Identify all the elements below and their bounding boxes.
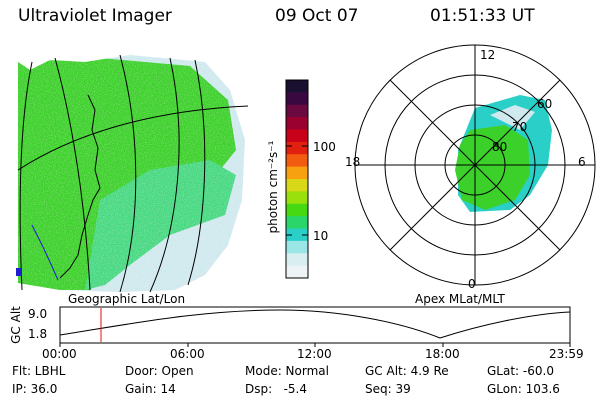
alt-ylabel: GC Alt (9, 306, 23, 344)
alt-ytick-1: 1.8 (28, 327, 48, 341)
colorbar-band (286, 228, 308, 242)
colorbar-band (286, 166, 308, 180)
geo-map-label: Geographic Lat/Lon (68, 292, 186, 306)
colorbar-band (286, 141, 308, 155)
alt-xtick-12: 12:00 (297, 347, 332, 361)
polar-grid (354, 44, 596, 286)
coastline (59, 94, 101, 279)
info-ip: IP: 36.0 (12, 382, 58, 396)
geo-grid-lines (17, 54, 249, 293)
colorbar-band (286, 179, 308, 192)
info-flt: Flt: LBHL (12, 364, 66, 378)
mlt-label-6: 6 (578, 155, 586, 169)
colorbar-tick-10: 10 (313, 229, 329, 243)
polar-plot-label: Apex MLat/MLT (415, 292, 505, 306)
mlat-label-60: 60 (537, 97, 553, 111)
mlt-label-12: 12 (480, 48, 496, 62)
mlat-label-70: 70 (512, 120, 528, 134)
time-label: 01:51:33 UT (430, 6, 535, 26)
info-dsp: Dsp: -5.4 (245, 382, 308, 396)
info-mode: Mode: Normal (245, 364, 329, 378)
colorbar-band (286, 154, 308, 168)
alt-axis-ticks (59, 343, 571, 347)
colorbar-band (286, 104, 308, 118)
polar-bright (455, 125, 530, 210)
coastline-blue (31, 224, 59, 281)
alt-xtick-18: 18:00 (425, 347, 460, 361)
info-glon: GLon: 103.6 (487, 382, 560, 396)
info-gc-alt: GC Alt: 4.9 Re (365, 364, 449, 378)
mlt-label-0: 0 (468, 277, 476, 291)
colorbar-band (286, 129, 308, 143)
mlat-label-80: 80 (492, 140, 508, 154)
date-label: 09 Oct 07 (275, 6, 359, 26)
colorbar-band (286, 92, 308, 106)
colorbar-band (286, 240, 308, 254)
info-door: Door: Open (125, 364, 194, 378)
instrument-title: Ultraviolet Imager (18, 6, 172, 26)
colorbar-tick-100: 100 (313, 140, 336, 154)
alt-xtick-end: 23:59 (549, 347, 584, 361)
info-glat: GLat: -60.0 (487, 364, 554, 378)
colorbar-band (286, 117, 308, 130)
altitude-curve (59, 309, 571, 339)
colorbar-band (286, 253, 308, 267)
info-seq: Seq: 39 (365, 382, 411, 396)
alt-xtick-0: 00:00 (42, 347, 77, 361)
alt-ytick-9: 9.0 (28, 307, 48, 321)
colorbar-band (286, 80, 308, 93)
colorbar-band (286, 203, 308, 217)
colorbar-band (286, 265, 308, 279)
info-gain: Gain: 14 (125, 382, 176, 396)
colorbar-band (286, 191, 308, 205)
alt-xtick-6: 06:00 (170, 347, 205, 361)
colorbar-band (286, 216, 308, 229)
mlt-label-18: 18 (345, 155, 361, 169)
